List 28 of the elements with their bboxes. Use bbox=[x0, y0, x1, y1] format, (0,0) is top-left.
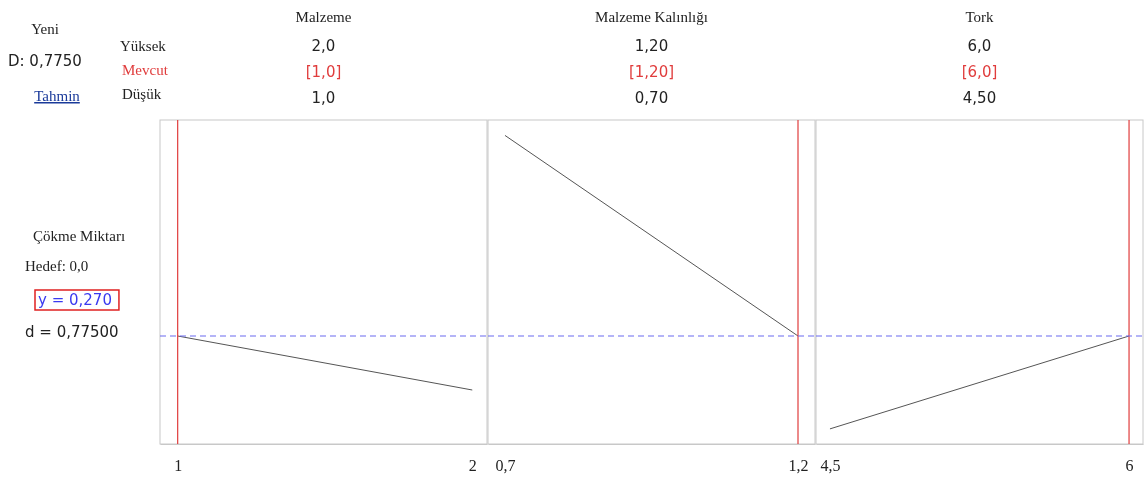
text: Düşük bbox=[122, 86, 162, 102]
text: 0,70 bbox=[634, 89, 669, 107]
text: Hedef: 0,0 bbox=[25, 258, 89, 274]
chart-title: Tork bbox=[965, 9, 995, 25]
text: [6,0] bbox=[961, 63, 998, 81]
text: 4,50 bbox=[962, 89, 997, 107]
text: Yüksek bbox=[120, 38, 167, 54]
chart-title: Malzeme bbox=[295, 9, 352, 25]
text: 6,0 bbox=[967, 37, 992, 55]
chart-title: Malzeme Kalınlığı bbox=[595, 9, 708, 25]
x-tick-label: 6 bbox=[1125, 457, 1134, 475]
text: 1,0 bbox=[311, 89, 336, 107]
text: Tahmin bbox=[34, 88, 81, 104]
text: Çökme Miktarı bbox=[33, 228, 126, 244]
x-tick-label: 1 bbox=[174, 457, 183, 475]
text: y = 0,270 bbox=[38, 291, 112, 309]
text: Yeni bbox=[31, 21, 59, 37]
x-tick-label: 4,5 bbox=[820, 457, 841, 475]
text: 1,20 bbox=[634, 37, 669, 55]
x-tick-label: 0,7 bbox=[495, 457, 516, 475]
text: 2,0 bbox=[311, 37, 336, 55]
x-tick-label: 1,2 bbox=[788, 457, 809, 475]
text: [1,20] bbox=[628, 63, 675, 81]
text: Mevcut bbox=[122, 62, 169, 78]
text: d = 0,77500 bbox=[25, 323, 119, 341]
text: [1,0] bbox=[305, 63, 342, 81]
x-tick-label: 2 bbox=[468, 457, 477, 475]
text: D: 0,7750 bbox=[8, 52, 82, 70]
